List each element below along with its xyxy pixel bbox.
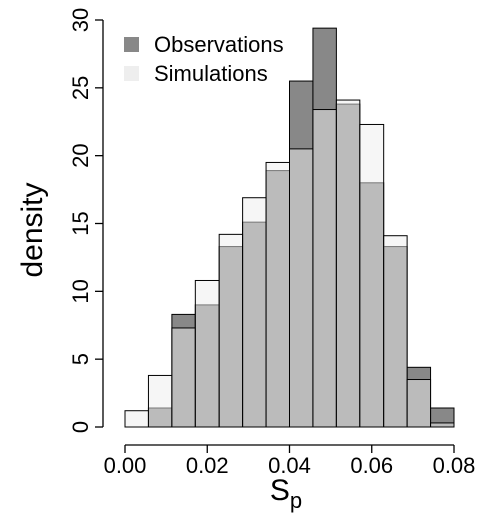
histogram-bar <box>430 422 455 428</box>
histogram-bar <box>312 109 337 428</box>
histogram-bar <box>359 123 385 428</box>
x-tick-label: 0.06 <box>350 453 393 478</box>
histogram-bar <box>289 148 314 428</box>
y-tick-label: 15 <box>68 211 93 235</box>
histogram-bar <box>124 410 149 428</box>
y-axis-label: density <box>16 182 49 277</box>
y-tick-label: 0 <box>68 421 93 433</box>
y-tick-label: 30 <box>68 8 93 32</box>
y-tick-label: 25 <box>68 76 93 100</box>
y-tick-label: 5 <box>68 353 93 365</box>
histogram-bar <box>171 327 196 428</box>
histogram-bar <box>335 99 361 428</box>
histogram-bar <box>194 279 220 428</box>
histogram-bar <box>147 374 173 428</box>
histogram-bar <box>218 233 244 428</box>
x-tick-label: 0.08 <box>433 453 476 478</box>
x-axis-label-sub: p <box>290 488 302 513</box>
x-tick-label: 0.04 <box>268 453 311 478</box>
legend-swatch <box>124 37 139 52</box>
histogram-bar <box>242 197 267 428</box>
legend-label: Observations <box>154 32 284 57</box>
x-axis-label-main: S <box>270 474 290 507</box>
y-tick-label: 10 <box>68 279 93 303</box>
legend-label: Simulations <box>154 61 268 86</box>
x-tick-label: 0.02 <box>186 453 229 478</box>
x-tick-label: 0.00 <box>104 453 147 478</box>
y-tick-label: 20 <box>68 143 93 167</box>
histogram-bar <box>383 235 408 428</box>
histogram-bar <box>265 161 290 428</box>
histogram-bar <box>406 379 432 428</box>
x-axis-label: Sp <box>270 474 302 513</box>
legend-swatch <box>124 66 139 81</box>
